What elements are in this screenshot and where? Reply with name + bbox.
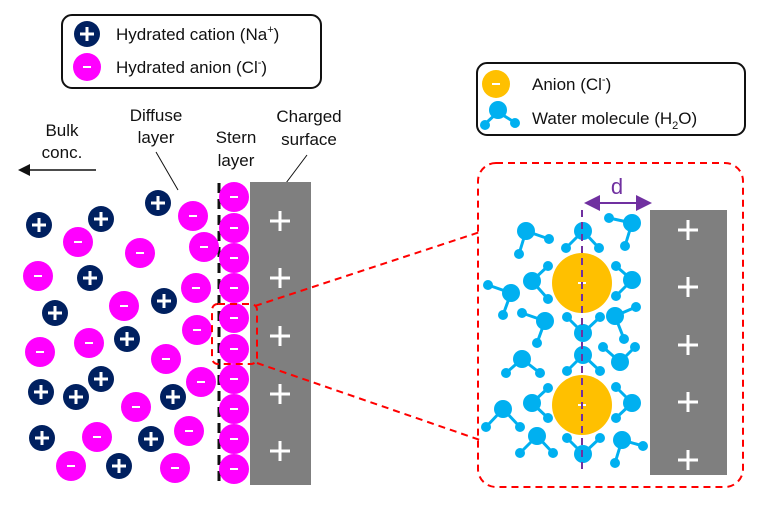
hydrated-anion — [25, 337, 55, 367]
positive-charge-icon — [678, 335, 698, 355]
water-molecule — [598, 342, 640, 371]
water-molecule — [561, 222, 604, 253]
positive-charge-icon — [678, 277, 698, 297]
hydrated-cation — [28, 379, 54, 405]
cation-legend-icon — [74, 21, 100, 47]
hydrated-cation — [29, 425, 55, 451]
hydrated-anion — [63, 227, 93, 257]
hydrated-cation — [106, 453, 132, 479]
water-legend-label: Water molecule (H2O) — [532, 109, 697, 132]
water-molecule — [483, 280, 520, 320]
hydrated-anion — [186, 367, 216, 397]
legend-ions: Hydrated cation (Na+) Hydrated anion (Cl… — [61, 14, 322, 89]
stern-anion — [219, 213, 249, 243]
water-molecule — [606, 302, 641, 344]
diffuse-label-line2: layer — [138, 128, 175, 147]
positive-charge-icon — [270, 441, 290, 461]
water-molecule — [514, 222, 554, 259]
diffuse-label-line1: Diffuse — [130, 106, 183, 125]
hydrated-cation — [88, 206, 114, 232]
cation-legend-label: Hydrated cation (Na+) — [116, 24, 279, 44]
hydrated-anion — [181, 273, 211, 303]
diffuse-pointer — [155, 151, 179, 191]
charged-label-line1: Charged — [276, 107, 341, 126]
water-molecule — [562, 346, 605, 376]
water-molecule-legend-icon — [480, 101, 520, 130]
stern-anion — [219, 364, 249, 394]
bare-anion-legend-label: Anion (Cl-) — [532, 74, 611, 94]
water-molecule — [611, 382, 641, 423]
hydrated-cation — [138, 426, 164, 452]
water-molecule — [610, 431, 648, 468]
hydrated-anion — [189, 232, 219, 262]
charged-label-line2: surface — [281, 130, 337, 149]
hydrated-cation — [26, 212, 52, 238]
positive-charge-icon — [678, 392, 698, 412]
hydrated-anion — [121, 392, 151, 422]
water-molecule — [523, 383, 553, 423]
hydrated-anion — [82, 422, 112, 452]
hydrated-anion — [160, 453, 190, 483]
hydrated-cation — [77, 265, 103, 291]
water-molecule — [611, 261, 641, 301]
stern-label-line2: layer — [218, 151, 255, 170]
hydrated-cation — [63, 384, 89, 410]
hydrated-anion — [56, 451, 86, 481]
stern-anion — [219, 303, 249, 333]
hydrated-cation — [151, 288, 177, 314]
positive-charge-icon — [270, 268, 290, 288]
positive-charge-icon — [678, 450, 698, 470]
hydrated-anion — [174, 416, 204, 446]
stern-anion — [219, 273, 249, 303]
stern-anion — [219, 454, 249, 484]
legend-molecules: Anion (Cl-) Water molecule (H2O) — [476, 62, 746, 136]
stern-anion — [219, 394, 249, 424]
bulk-label-line1: Bulk — [45, 121, 79, 140]
water-molecule — [523, 261, 553, 304]
hydrated-cation — [42, 300, 68, 326]
anion-legend-icon — [73, 53, 101, 81]
water-molecule — [517, 308, 554, 348]
water-molecule — [515, 427, 558, 458]
positive-charge-icon — [678, 220, 698, 240]
hydrated-cation — [88, 366, 114, 392]
positive-charge-icon — [270, 384, 290, 404]
bare-anion-legend-icon — [482, 70, 510, 98]
stern-anion — [219, 424, 249, 454]
bulk-label-line2: conc. — [42, 143, 83, 162]
hydrated-anion — [109, 291, 139, 321]
water-molecule — [562, 433, 605, 463]
distance-label: d — [611, 174, 623, 199]
hydrated-cation — [145, 190, 171, 216]
anion-legend-label: Hydrated anion (Cl-) — [116, 57, 267, 77]
stern-anion — [219, 243, 249, 273]
positive-charge-icon — [270, 326, 290, 346]
hydrated-cation — [114, 326, 140, 352]
hydrated-anion — [125, 238, 155, 268]
water-molecule — [481, 400, 525, 432]
hydrated-cation — [160, 384, 186, 410]
hydrated-anion — [74, 328, 104, 358]
stern-label-line1: Stern — [216, 128, 257, 147]
zoom-indicator — [211, 162, 744, 488]
water-molecule — [604, 213, 641, 251]
water-molecule — [501, 350, 545, 378]
stern-anion — [219, 182, 249, 212]
positive-charge-icon — [270, 211, 290, 231]
hydrated-anion — [182, 315, 212, 345]
water-molecule — [562, 312, 605, 342]
hydrated-anion — [178, 201, 208, 231]
hydrated-anion — [151, 344, 181, 374]
stern-anion — [219, 334, 249, 364]
hydrated-anion — [23, 261, 53, 291]
